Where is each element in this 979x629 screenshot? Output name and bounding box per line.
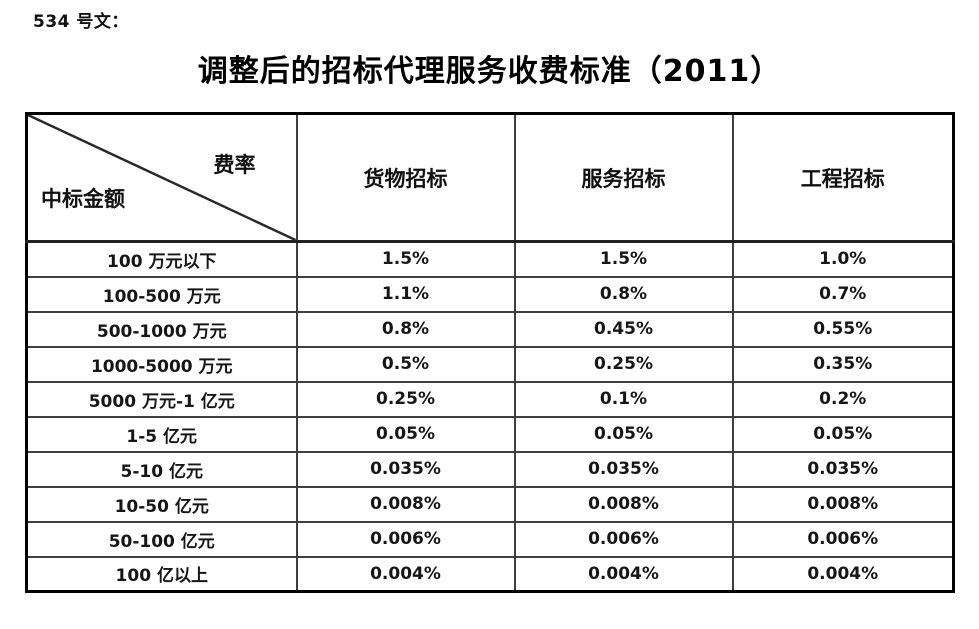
rate-cell: 0.8% [513, 275, 734, 313]
rate-cell: 0.7% [731, 275, 955, 313]
row-label: 1-5 亿元 [25, 415, 298, 453]
table-row: 100-500 万元 1.1% 0.8% 0.7% [25, 275, 955, 313]
rate-cell: 0.035% [295, 450, 516, 488]
table-row: 50-100 亿元 0.006% 0.006% 0.006% [25, 520, 955, 558]
rate-cell: 0.05% [295, 415, 516, 453]
table-row: 1000-5000 万元 0.5% 0.25% 0.35% [25, 345, 955, 383]
table-row: 100 万元以下 1.5% 1.5% 1.0% [25, 240, 955, 278]
corner-cell: 费率 中标金额 [25, 112, 298, 243]
rate-cell: 0.004% [513, 555, 734, 593]
rate-cell: 0.45% [513, 310, 734, 348]
rate-cell: 0.006% [731, 520, 955, 558]
row-label: 50-100 亿元 [25, 520, 298, 558]
doc-number: 534 号文： [33, 12, 129, 32]
rate-cell: 0.55% [731, 310, 955, 348]
rate-cell: 0.035% [513, 450, 734, 488]
header-row: 费率 中标金额 货物招标 服务招标 工程招标 [25, 112, 955, 243]
column-header-service-bidding: 服务招标 [513, 112, 734, 243]
rate-cell: 1.1% [295, 275, 516, 313]
rate-cell: 0.5% [295, 345, 516, 383]
table-body: 100 万元以下 1.5% 1.5% 1.0% 100-500 万元 1.1% … [25, 240, 955, 593]
table-row: 500-1000 万元 0.8% 0.45% 0.55% [25, 310, 955, 348]
fee-table: 费率 中标金额 货物招标 服务招标 工程招标 100 万元以下 1.5% 1.5… [25, 112, 955, 593]
row-label: 100 亿以上 [25, 555, 298, 593]
rate-cell: 0.05% [731, 415, 955, 453]
table-row: 1-5 亿元 0.05% 0.05% 0.05% [25, 415, 955, 453]
row-label: 5000 万元-1 亿元 [25, 380, 298, 418]
rate-cell: 0.1% [513, 380, 734, 418]
row-label: 1000-5000 万元 [25, 345, 298, 383]
page-title: 调整后的招标代理服务收费标准（2011） [197, 54, 782, 89]
rate-cell: 0.004% [731, 555, 955, 593]
rate-cell: 0.008% [295, 485, 516, 523]
rate-cell: 1.5% [513, 240, 734, 278]
rate-cell: 0.006% [513, 520, 734, 558]
rate-cell: 0.008% [731, 485, 955, 523]
rate-cell: 1.5% [295, 240, 516, 278]
row-label: 5-10 亿元 [25, 450, 298, 488]
table-row: 100 亿以上 0.004% 0.004% 0.004% [25, 555, 955, 593]
rate-cell: 0.006% [295, 520, 516, 558]
diagonal-line [28, 115, 295, 239]
table-row: 5-10 亿元 0.035% 0.035% 0.035% [25, 450, 955, 488]
rate-cell: 0.35% [731, 345, 955, 383]
table-row: 5000 万元-1 亿元 0.25% 0.1% 0.2% [25, 380, 955, 418]
rate-cell: 0.2% [731, 380, 955, 418]
corner-label-amount: 中标金额 [41, 187, 125, 211]
corner-label-rate: 费率 [213, 153, 256, 177]
rate-cell: 0.004% [295, 555, 516, 593]
row-label: 100 万元以下 [25, 240, 298, 278]
row-label: 10-50 亿元 [25, 485, 298, 523]
row-label: 500-1000 万元 [25, 310, 298, 348]
rate-cell: 0.25% [513, 345, 734, 383]
column-header-goods-bidding: 货物招标 [295, 112, 516, 243]
rate-cell: 1.0% [731, 240, 955, 278]
row-label: 100-500 万元 [25, 275, 298, 313]
rate-cell: 0.008% [513, 485, 734, 523]
rate-cell: 0.25% [295, 380, 516, 418]
column-header-engineering-bidding: 工程招标 [731, 112, 955, 243]
rate-cell: 0.05% [513, 415, 734, 453]
rate-cell: 0.8% [295, 310, 516, 348]
rate-cell: 0.035% [731, 450, 955, 488]
table-row: 10-50 亿元 0.008% 0.008% 0.008% [25, 485, 955, 523]
